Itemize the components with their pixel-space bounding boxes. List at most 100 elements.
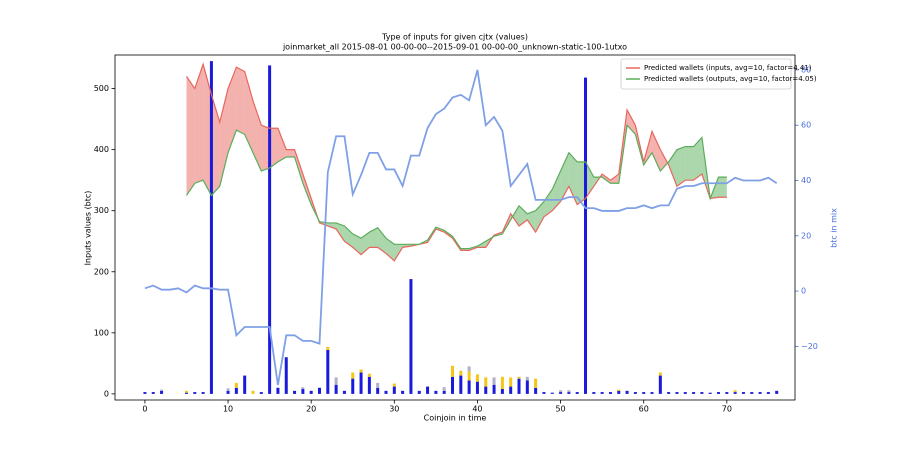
bar <box>608 392 612 394</box>
chart-title: Type of inputs for given cjtx (values) <box>381 33 528 42</box>
bar <box>675 392 679 394</box>
bar <box>226 390 230 394</box>
bar <box>575 392 579 394</box>
fill-between <box>277 128 287 162</box>
x-tick-label: 0 <box>142 405 147 414</box>
bar <box>276 387 280 394</box>
fill-between <box>543 189 553 217</box>
bar <box>500 389 504 394</box>
fill-between <box>286 149 295 157</box>
fill-between <box>568 152 578 205</box>
bar <box>151 392 155 394</box>
bar <box>409 279 413 394</box>
fill-between <box>219 88 229 187</box>
fill-between <box>203 64 212 196</box>
bar <box>426 386 430 394</box>
bar <box>209 61 213 394</box>
y-tick-label: 500 <box>94 84 109 93</box>
line <box>185 123 727 250</box>
x-tick-label: 60 <box>639 405 649 414</box>
bar <box>741 392 745 394</box>
fill-between <box>718 177 727 198</box>
bar <box>717 392 721 394</box>
fill-between <box>194 64 204 184</box>
bar <box>509 386 513 394</box>
bar <box>251 390 255 394</box>
line <box>144 69 778 386</box>
fill-between <box>693 137 702 181</box>
fill-between <box>668 149 677 187</box>
chart-subtitle: joinmarket_all 2015-08-01 00-00-00--2015… <box>282 43 627 52</box>
bar <box>725 392 729 394</box>
bar <box>658 375 662 394</box>
bar <box>484 377 488 387</box>
bar <box>442 387 446 391</box>
x-tick-label: 20 <box>306 405 316 414</box>
line <box>185 62 727 262</box>
fill-between <box>261 125 270 172</box>
bar <box>642 392 646 394</box>
x-tick-label: 50 <box>555 405 565 414</box>
bar <box>284 357 288 394</box>
fill-between <box>244 71 253 153</box>
bar <box>617 390 621 394</box>
y-tick-label: 100 <box>94 328 109 337</box>
bar <box>658 372 662 376</box>
fill-between <box>352 233 362 255</box>
bar <box>708 392 712 394</box>
bar <box>184 392 188 394</box>
bar <box>492 384 496 394</box>
bar <box>293 390 297 394</box>
bar <box>301 387 305 390</box>
bar <box>650 392 654 394</box>
bar <box>467 366 471 372</box>
y-tick-label: 300 <box>94 206 109 215</box>
fill-between <box>527 210 536 233</box>
bar <box>309 390 313 394</box>
bar <box>633 392 637 394</box>
bar <box>775 390 779 394</box>
bar <box>334 377 338 385</box>
bar <box>700 392 704 394</box>
bar <box>534 387 538 394</box>
bar <box>226 388 230 391</box>
fill-between <box>627 109 636 135</box>
bar <box>259 392 263 394</box>
bar <box>600 392 604 394</box>
y2-tick-label: −20 <box>801 342 818 351</box>
bar <box>301 389 305 394</box>
bar <box>459 375 463 394</box>
bar <box>692 392 696 394</box>
x-axis-label: Coinjoin in time <box>424 414 487 423</box>
bar <box>326 349 330 394</box>
y2-axis-label: btc in mix <box>830 208 839 248</box>
bar <box>442 390 446 394</box>
bar <box>384 390 388 394</box>
bar <box>525 376 529 381</box>
bar <box>392 383 396 387</box>
bar <box>359 369 363 373</box>
bar <box>184 390 188 393</box>
bar <box>234 382 238 388</box>
bar <box>733 390 737 393</box>
fill-between <box>236 67 245 135</box>
bar <box>517 376 521 379</box>
bar <box>484 386 488 394</box>
bar <box>592 392 596 394</box>
bar <box>559 390 563 393</box>
bar <box>509 377 513 387</box>
fill-between <box>577 161 586 205</box>
bar <box>500 376 504 390</box>
x-tick-label: 40 <box>472 405 482 414</box>
bar <box>143 392 147 394</box>
bar <box>342 390 346 394</box>
fill-between <box>685 146 694 181</box>
bar <box>750 392 754 394</box>
bar <box>201 392 205 394</box>
bar <box>625 390 629 394</box>
fill-between <box>552 171 561 211</box>
bar <box>459 370 463 376</box>
fill-between <box>676 146 686 187</box>
bar <box>359 372 363 394</box>
